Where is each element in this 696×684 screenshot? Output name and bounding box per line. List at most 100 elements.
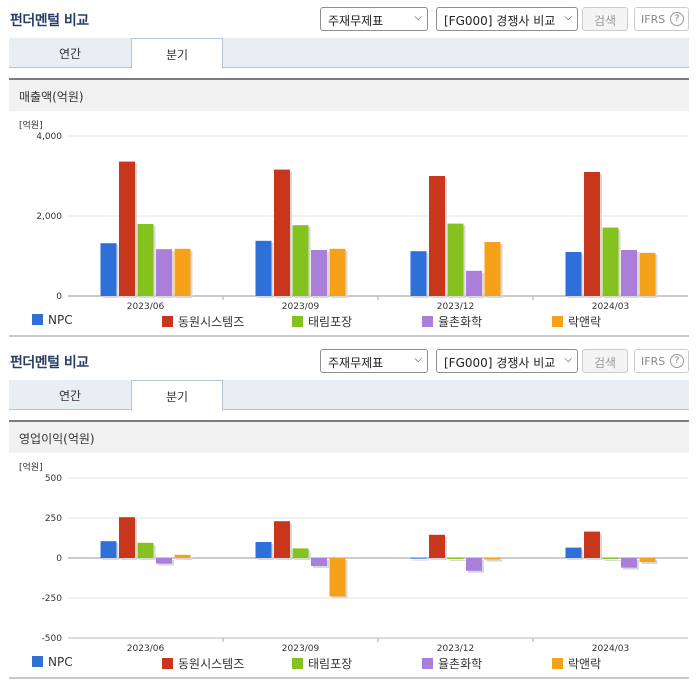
panel-title: 펀더멘털 비교 <box>10 355 89 371</box>
statement-select[interactable]: 주재무제표 ⌵ <box>320 349 428 373</box>
legend-item-율촌화학[interactable]: 율촌화학 <box>422 313 482 330</box>
bar-npc-2024-03[interactable] <box>565 252 582 296</box>
bar-태림포장-2023-12[interactable] <box>447 223 464 296</box>
compare-select[interactable]: [FG000] 경쟁사 비교 ⌵ <box>436 349 578 373</box>
bar-동원시스템즈-2024-03[interactable] <box>584 172 600 296</box>
bar-npc-2023-12[interactable] <box>410 557 427 559</box>
bar-동원시스템즈-2023-09[interactable] <box>274 169 290 296</box>
bar-동원시스템즈-2023-12[interactable] <box>429 176 445 296</box>
bar-율촌화학-2023-09[interactable] <box>311 558 327 566</box>
x-tick-label: 2023/06 <box>127 644 165 654</box>
x-tick-label: 2023/12 <box>437 644 474 654</box>
chevron-down-icon: ⌵ <box>564 354 572 365</box>
tab-quarterly[interactable]: 분기 <box>131 380 223 411</box>
x-tick-label: 2023/09 <box>282 302 320 312</box>
bar-율촌화학-2023-12[interactable] <box>466 558 482 571</box>
bar-율촌화학-2023-12[interactable] <box>466 270 482 296</box>
bar-태림포장-2023-06[interactable] <box>137 542 154 558</box>
search-button[interactable]: 검색 <box>582 7 628 31</box>
bar-npc-2023-09[interactable] <box>255 542 272 558</box>
bar-율촌화학-2023-06[interactable] <box>156 558 172 564</box>
bar-락앤락-2023-09[interactable] <box>329 248 346 296</box>
legend-swatch <box>292 658 303 669</box>
chevron-down-icon: ⌵ <box>414 354 422 365</box>
help-icon[interactable]: ? <box>670 354 684 368</box>
ifrs-label: IFRS <box>641 13 666 26</box>
bar-동원시스템즈-2023-12[interactable] <box>429 534 445 558</box>
search-button[interactable]: 검색 <box>582 349 628 373</box>
legend-item-태림포장[interactable]: 태림포장 <box>292 313 352 330</box>
panel-header: 펀더멘털 비교 주재무제표 ⌵ [FG000] 경쟁사 비교 ⌵ 검색 IFRS… <box>0 0 696 34</box>
bar-락앤락-2024-03[interactable] <box>639 558 656 562</box>
section-title: 매출액(억원) <box>9 78 689 111</box>
legend-swatch <box>162 658 173 669</box>
legend-label: NPC <box>48 313 73 327</box>
divider <box>9 677 689 679</box>
tab-quarterly[interactable]: 분기 <box>131 38 223 69</box>
legend-item-락앤락[interactable]: 락앤락 <box>552 655 601 672</box>
legend-item-npc[interactable]: NPC <box>32 313 73 327</box>
y-tick-label: 4,000 <box>36 132 62 142</box>
legend-item-npc[interactable]: NPC <box>32 655 73 669</box>
bar-태림포장-2024-03[interactable] <box>602 227 619 296</box>
legend-label: NPC <box>48 655 73 669</box>
help-icon[interactable]: ? <box>670 12 684 26</box>
bar-shadow <box>449 560 466 561</box>
legend-swatch <box>552 316 563 327</box>
bar-태림포장-2023-09[interactable] <box>292 548 309 558</box>
legend-item-동원시스템즈[interactable]: 동원시스템즈 <box>162 313 244 330</box>
x-tick-label: 2023/09 <box>282 644 320 654</box>
y-tick-label: -500 <box>42 634 63 644</box>
legend-item-태림포장[interactable]: 태림포장 <box>292 655 352 672</box>
tab-annual[interactable]: 연간 <box>58 47 82 61</box>
compare-select[interactable]: [FG000] 경쟁사 비교 ⌵ <box>436 7 578 31</box>
revenue-chart: 0 2,000 4,000 2023/06 2023/09 2023/12 2024/03 <box>36 132 688 312</box>
bar-동원시스템즈-2024-03[interactable] <box>584 531 600 558</box>
legend-label: 태림포장 <box>308 657 353 671</box>
tab-annual[interactable]: 연간 <box>58 389 82 403</box>
period-tabs: 연간 분기 <box>9 380 689 411</box>
legend-swatch <box>422 658 433 669</box>
fundamental-panel-1: 펀더멘털 비교 주재무제표 ⌵ [FG000] 경쟁사 비교 ⌵ 검색 IFRS… <box>0 0 696 337</box>
legend-item-율촌화학[interactable]: 율촌화학 <box>422 655 482 672</box>
bar-npc-2023-12[interactable] <box>410 251 427 296</box>
legend-label: 태림포장 <box>308 315 353 329</box>
bar-율촌화학-2024-03[interactable] <box>621 558 637 568</box>
ifrs-button[interactable]: IFRS ? <box>634 7 689 31</box>
legend-item-락앤락[interactable]: 락앤락 <box>552 313 601 330</box>
bar-율촌화학-2023-06[interactable] <box>156 249 172 296</box>
bar-락앤락-2023-12[interactable] <box>484 242 501 296</box>
period-tabs: 연간 분기 <box>9 38 689 69</box>
x-tick-label: 2023/12 <box>437 302 474 312</box>
ifrs-button[interactable]: IFRS ? <box>634 349 689 373</box>
y-tick-label: -250 <box>42 594 63 604</box>
unit-label: [억원] <box>19 121 43 131</box>
bar-태림포장-2023-09[interactable] <box>292 225 309 296</box>
bar-npc-2023-06[interactable] <box>100 243 117 296</box>
bar-npc-2023-09[interactable] <box>255 240 272 296</box>
bar-태림포장-2023-06[interactable] <box>137 224 154 296</box>
bar-npc-2023-06[interactable] <box>100 541 117 558</box>
bar-동원시스템즈-2023-06[interactable] <box>119 161 135 296</box>
bar-npc-2024-03[interactable] <box>565 547 582 558</box>
x-tick-label: 2024/03 <box>592 302 629 312</box>
statement-select[interactable]: 주재무제표 ⌵ <box>320 7 428 31</box>
bar-락앤락-2024-03[interactable] <box>639 252 656 296</box>
bar-율촌화학-2023-09[interactable] <box>311 250 327 296</box>
bar-태림포장-2023-12[interactable] <box>447 558 464 559</box>
bar-동원시스템즈-2023-09[interactable] <box>274 521 290 558</box>
bar-shadow <box>176 556 193 560</box>
operating-profit-chart: -500 -250 0 250 500 2023/06 2023/09 2023/12 2024… <box>42 474 688 654</box>
bar-동원시스템즈-2023-06[interactable] <box>119 517 135 558</box>
y-tick-label: 500 <box>45 474 62 484</box>
bar-락앤락-2023-06[interactable] <box>174 248 191 296</box>
bar-락앤락-2023-12[interactable] <box>484 558 501 560</box>
bar-락앤락-2023-09[interactable] <box>329 558 346 597</box>
bar-락앤락-2023-06[interactable] <box>174 554 191 558</box>
compare-select-value: [FG000] 경쟁사 비교 <box>444 356 556 370</box>
bar-율촌화학-2024-03[interactable] <box>621 250 637 296</box>
y-tick-label: 2,000 <box>36 212 62 222</box>
legend-item-동원시스템즈[interactable]: 동원시스템즈 <box>162 655 244 672</box>
bar-태림포장-2024-03[interactable] <box>602 558 619 559</box>
chart-legend: NPC 동원시스템즈 태림포장 율촌화학 락앤락 <box>0 313 696 329</box>
